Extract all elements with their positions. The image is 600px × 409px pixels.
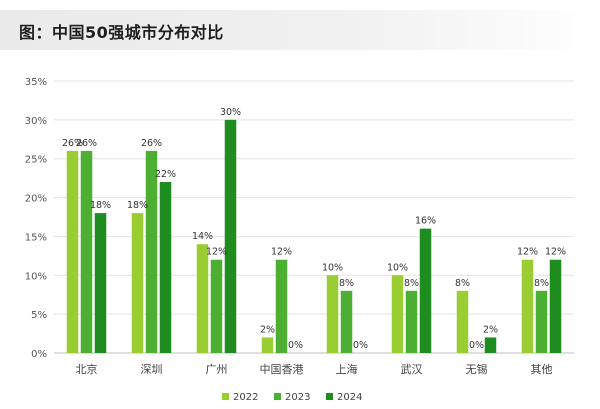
- bar: [521, 259, 534, 353]
- x-tick-label: 上海: [336, 362, 358, 376]
- x-tick-label: 武汉: [401, 363, 423, 376]
- data-label: 12%: [206, 247, 227, 258]
- data-label: 0%: [353, 340, 368, 351]
- bar: [261, 337, 274, 353]
- bar: [159, 182, 172, 353]
- title-bar: 图：中国50强城市分布对比: [0, 10, 600, 50]
- data-label: 2%: [260, 324, 275, 335]
- bar: [549, 259, 562, 353]
- x-axis-ticks: 北京 深圳 广州 中国香港 上海 武汉 无锡 其他: [76, 362, 553, 376]
- data-labels: 26%26%18% 18%26%22%14%12%30%2%12%0%10%8%0…: [62, 107, 566, 351]
- data-label: 0%: [288, 340, 303, 351]
- data-label: 12%: [271, 247, 292, 258]
- bar: [210, 259, 223, 353]
- bar: [405, 290, 418, 353]
- bar: [275, 259, 288, 353]
- bar: [535, 290, 548, 353]
- bar: [145, 150, 158, 353]
- bar: [224, 119, 237, 353]
- legend-label: 2024: [337, 392, 362, 403]
- y-tick-label: 20%: [25, 194, 47, 205]
- x-tick-label: 中国香港: [260, 363, 304, 376]
- legend-label: 2022: [233, 392, 258, 403]
- bar: [419, 228, 432, 353]
- data-label: 8%: [534, 278, 549, 289]
- y-tick-label: 0%: [31, 349, 47, 360]
- data-label: 14%: [192, 231, 213, 242]
- data-label: 26%: [76, 138, 97, 149]
- bar: [326, 275, 339, 353]
- legend-swatch: [222, 393, 229, 400]
- bar: [131, 213, 144, 353]
- legend-swatch: [274, 393, 281, 400]
- data-label: 8%: [404, 278, 419, 289]
- bar: [391, 275, 404, 353]
- data-label: 8%: [455, 278, 470, 289]
- bar: [340, 290, 353, 353]
- data-label: 16%: [415, 216, 436, 227]
- x-tick-label: 广州: [206, 363, 228, 376]
- bar: [94, 213, 107, 353]
- data-label: 12%: [517, 247, 538, 258]
- y-tick-label: 25%: [25, 155, 47, 166]
- data-label: 26%: [141, 138, 162, 149]
- data-label: 22%: [155, 169, 176, 180]
- bar: [196, 244, 209, 353]
- legend: 2022 2023 2024: [222, 392, 362, 403]
- x-tick-label: 无锡: [466, 362, 488, 376]
- x-tick-label: 北京: [76, 362, 98, 376]
- data-label: 30%: [220, 107, 241, 118]
- y-tick-label: 5%: [31, 310, 47, 321]
- bar: [484, 337, 497, 353]
- data-label: 10%: [387, 262, 408, 273]
- x-tick-label: 其他: [531, 363, 553, 376]
- x-tick-label: 深圳: [141, 363, 163, 376]
- y-axis-ticks: 0% 5% 10% 15% 20% 25% 30% 35%: [25, 77, 47, 360]
- data-label: 2%: [483, 324, 498, 335]
- data-label: 26%: [62, 138, 83, 149]
- data-label: 18%: [90, 200, 111, 211]
- y-tick-label: 30%: [25, 116, 47, 127]
- bar: [456, 290, 469, 353]
- page-title: 图：中国50强城市分布对比: [19, 23, 224, 42]
- data-label: 12%: [545, 247, 566, 258]
- legend-swatch: [326, 393, 333, 400]
- data-label: 8%: [339, 278, 354, 289]
- y-tick-label: 15%: [25, 232, 47, 243]
- data-label: 0%: [469, 340, 484, 351]
- bar: [66, 150, 79, 353]
- legend-label: 2023: [285, 392, 310, 403]
- y-tick-label: 10%: [25, 271, 47, 282]
- bars: [66, 119, 562, 353]
- bar: [80, 150, 93, 353]
- data-label: 10%: [322, 262, 343, 273]
- y-tick-label: 35%: [25, 77, 47, 88]
- data-label: 18%: [127, 200, 148, 211]
